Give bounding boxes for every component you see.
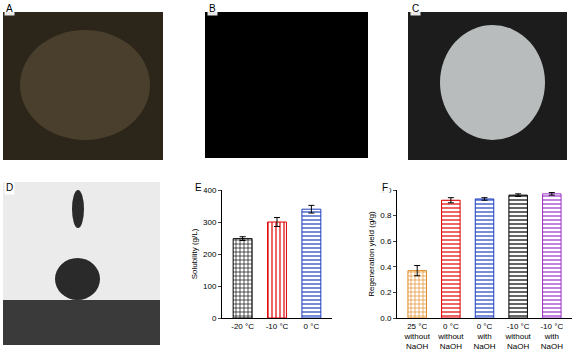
svg-text:0.4: 0.4: [380, 263, 392, 272]
svg-text:25 °CwithoutNaOH: 25 °CwithoutNaOH: [404, 322, 431, 352]
svg-text:A: A: [6, 3, 13, 14]
svg-text:0.8: 0.8: [380, 211, 392, 220]
svg-text:200: 200: [203, 250, 217, 259]
svg-text:0 °C: 0 °C: [304, 322, 320, 331]
svg-text:-10 °CwithNaOH: -10 °CwithNaOH: [540, 322, 563, 352]
svg-text:-20 °C: -20 °C: [231, 322, 254, 331]
svg-text:0.2: 0.2: [380, 288, 392, 297]
svg-text:0: 0: [212, 314, 217, 323]
svg-text:0.6: 0.6: [380, 237, 392, 246]
svg-text:100: 100: [203, 282, 217, 291]
svg-text:D: D: [6, 182, 13, 193]
svg-text:C: C: [412, 3, 419, 14]
svg-text:0 °CwithoutNaOH: 0 °CwithoutNaOH: [437, 322, 464, 352]
svg-text:E: E: [195, 182, 202, 193]
svg-text:400: 400: [203, 186, 217, 195]
svg-text:1.0: 1.0: [380, 186, 392, 195]
svg-text:F: F: [382, 182, 388, 193]
svg-text:Solubility (g/L): Solubility (g/L): [190, 228, 199, 279]
svg-text:300: 300: [203, 218, 217, 227]
svg-text:0.0: 0.0: [380, 314, 392, 323]
svg-text:-10 °C: -10 °C: [266, 322, 289, 331]
svg-text:B: B: [209, 3, 216, 14]
svg-text:0 °CwithNaOH: 0 °CwithNaOH: [473, 322, 495, 352]
svg-text:-10 °CwithoutNaOH: -10 °CwithoutNaOH: [504, 322, 531, 352]
svg-text:Regeneration yield (g/g): Regeneration yield (g/g): [367, 211, 376, 297]
